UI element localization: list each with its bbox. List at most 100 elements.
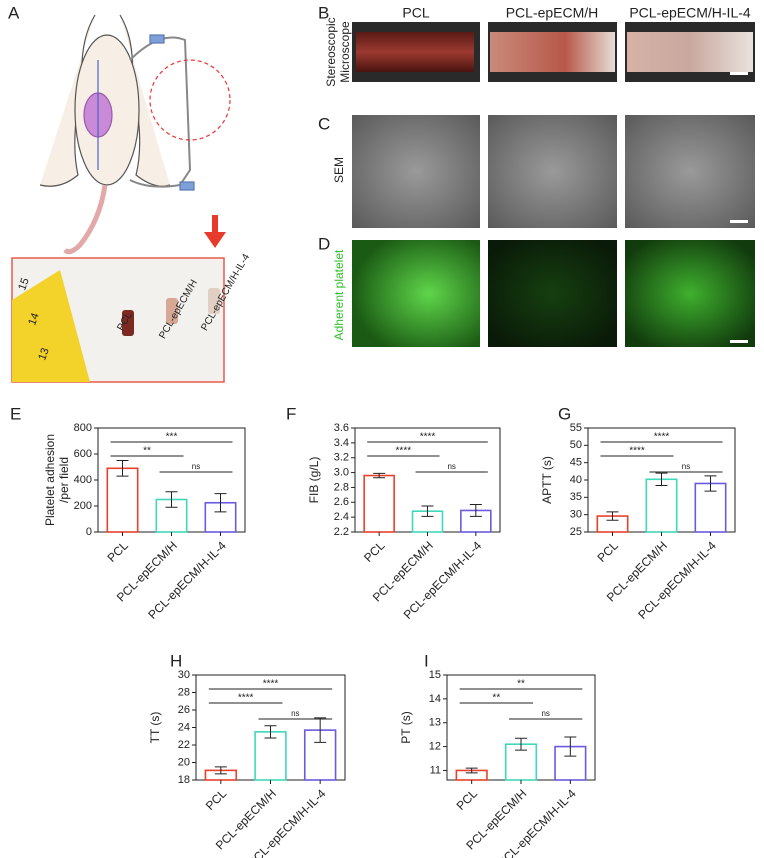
error-bar	[469, 504, 482, 517]
row-label: SEM	[332, 157, 346, 183]
y-tick-label: 200	[74, 500, 92, 512]
y-tick-label: 15	[429, 669, 441, 681]
y-tick-label: 13	[429, 717, 441, 729]
y-tick-label: 22	[178, 739, 190, 751]
y-tick-label: 30	[570, 509, 582, 521]
x-tick-label: PCL	[104, 538, 131, 565]
error-bar	[515, 737, 527, 751]
ruler-label: 15	[16, 276, 31, 292]
error-bar	[314, 717, 327, 743]
column-header: PCL-epECM/H	[506, 5, 599, 21]
row-label: Microscope	[338, 21, 352, 83]
sig-label: ****	[396, 446, 412, 457]
sig-label: ****	[654, 432, 670, 443]
y-tick-label: 3.2	[334, 452, 349, 464]
y-tick-label: 2.4	[334, 511, 349, 523]
panel-label: G	[558, 404, 571, 423]
error-bar	[214, 766, 227, 775]
y-tick-label: 18	[178, 774, 190, 786]
photo: 15 14 13 PCL PCL-epECM/H PCL-epECM/H-IL-…	[11, 252, 252, 383]
sig-label: ****	[629, 446, 645, 457]
panel-label: F	[286, 404, 296, 423]
error-bar	[116, 460, 129, 477]
panel-label: E	[10, 404, 21, 423]
y-tick-label: 400	[74, 474, 92, 486]
row-label: Adherent platelet	[332, 249, 346, 340]
sig-label: ns	[541, 709, 549, 718]
sig-label: ns	[192, 462, 200, 471]
error-bar	[655, 472, 668, 487]
y-tick-label: 0	[86, 526, 92, 538]
x-tick-label: PCL	[203, 786, 230, 813]
sig-label: **	[492, 693, 500, 704]
y-tick-label: 2.8	[334, 481, 349, 493]
rat-illustration	[39, 14, 231, 255]
sig-label: ****	[238, 693, 254, 704]
ruler-label: 13	[36, 346, 51, 362]
y-tick-label: 800	[74, 422, 92, 434]
sig-label: ns	[447, 462, 455, 471]
sig-label: ****	[420, 432, 436, 443]
error-bar	[264, 725, 277, 739]
error-bar	[165, 491, 178, 508]
y-tick-label: 3.6	[334, 422, 349, 434]
error-bar	[214, 493, 227, 513]
panel-label: A	[8, 3, 20, 22]
y-tick-label: 20	[178, 756, 190, 768]
y-tick-label: 45	[570, 457, 582, 469]
column-header: PCL	[402, 5, 429, 21]
column-header: PCL-epECM/H-IL-4	[629, 5, 751, 21]
sig-label: **	[517, 679, 525, 690]
arrow	[204, 215, 226, 248]
y-tick-label: 40	[570, 474, 582, 486]
panel-label: B	[318, 3, 329, 22]
bar	[254, 731, 287, 781]
y-axis-label: FIB (g/L)	[307, 457, 321, 504]
x-tick-label: PCL	[361, 538, 388, 565]
y-tick-label: 14	[429, 693, 441, 705]
ruler-label: 14	[26, 311, 41, 327]
error-bar	[373, 472, 386, 479]
y-tick-label: 2.2	[334, 526, 349, 538]
x-tick-label: PCL	[454, 786, 481, 813]
y-tick-label: 2.6	[334, 496, 349, 508]
x-tick-label: PCL	[594, 538, 621, 565]
sig-label: ns	[291, 709, 299, 718]
sig-label: **	[143, 446, 151, 457]
y-tick-label: 26	[178, 704, 190, 716]
y-axis-label: Platelet adhesion	[43, 434, 57, 526]
y-tick-label: 35	[570, 491, 582, 503]
sig-label: ***	[166, 432, 178, 443]
y-axis-label: PT (s)	[399, 711, 413, 743]
panel-label: I	[424, 651, 429, 670]
y-tick-label: 25	[570, 526, 582, 538]
y-tick-label: 28	[178, 686, 190, 698]
error-bar	[564, 736, 577, 757]
panel-label: C	[318, 114, 330, 133]
y-tick-label: 600	[74, 448, 92, 460]
y-tick-label: 50	[570, 439, 582, 451]
bar	[363, 474, 395, 533]
micrographs	[352, 22, 755, 347]
y-tick-label: 12	[429, 740, 441, 752]
error-bar	[704, 475, 717, 492]
y-tick-label: 30	[178, 669, 190, 681]
y-tick-label: 3.0	[334, 466, 349, 478]
panel-label: D	[318, 234, 330, 253]
error-bar	[465, 767, 478, 774]
bar	[645, 478, 678, 533]
error-bar	[421, 505, 434, 517]
y-tick-label: 55	[570, 422, 582, 434]
panel-label: H	[170, 651, 182, 670]
row-label: Stereoscopic	[324, 17, 338, 86]
y-axis-label: TT (s)	[148, 712, 162, 744]
sig-label: ns	[682, 462, 690, 471]
y-axis-label: APTT (s)	[540, 456, 554, 504]
y-tick-label: 3.4	[334, 437, 349, 449]
y-tick-label: 11	[430, 764, 441, 776]
bar	[106, 467, 139, 533]
sig-label: ****	[263, 679, 279, 690]
y-axis-label: /per field	[57, 457, 71, 503]
y-tick-label: 24	[178, 721, 190, 733]
